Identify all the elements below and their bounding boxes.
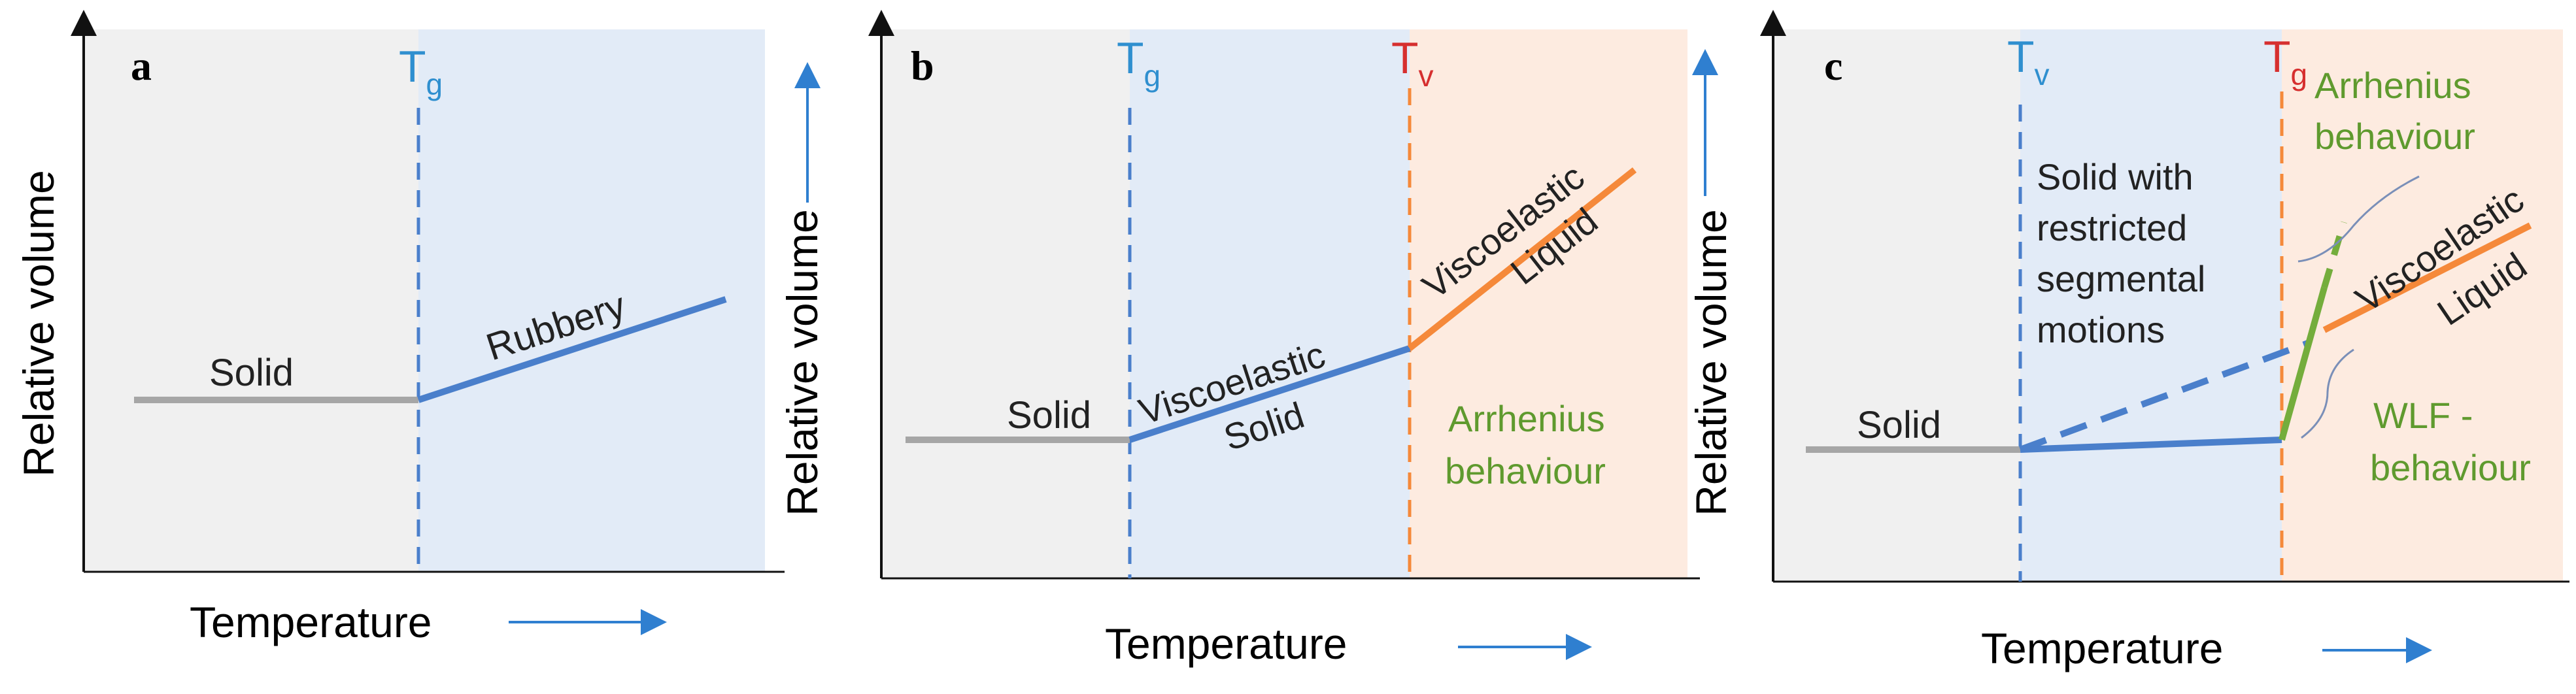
panel-a: a Tg Solid Rubbery Relative volume Tempe… bbox=[14, 10, 785, 646]
y-axis-label: Relative volume bbox=[14, 170, 63, 477]
region-label-line1: Solid with bbox=[2037, 156, 2194, 197]
wlf-behaviour-label: behaviour bbox=[2370, 447, 2531, 488]
region-label-line3: segmental bbox=[2037, 258, 2205, 299]
solid-region bbox=[881, 29, 1130, 578]
restricted-line bbox=[2020, 437, 2282, 453]
arrhenius-label: Arrhenius bbox=[2314, 65, 2471, 106]
tg-marker: Tg bbox=[1117, 33, 1161, 93]
extrapolated-dashed-line bbox=[2019, 340, 2309, 453]
arrhenius-green-dashed bbox=[2321, 221, 2347, 289]
region-label-line4: motions bbox=[2037, 309, 2165, 350]
solid-label: Solid bbox=[1007, 394, 1091, 437]
wlf-label: WLF - bbox=[2373, 395, 2473, 436]
arrhenius-behaviour-label: behaviour bbox=[2314, 116, 2475, 157]
region-label-line2: restricted bbox=[2037, 207, 2187, 248]
panel-letter: a bbox=[131, 42, 152, 89]
wlf-green-line bbox=[2279, 286, 2328, 441]
glass-region bbox=[2020, 29, 2282, 582]
wlf-brace bbox=[2301, 348, 2354, 439]
tg-marker: Tg bbox=[2263, 32, 2307, 91]
y-axis-label: Relative volume bbox=[1687, 209, 1735, 516]
y-axis-label: Relative volume bbox=[778, 209, 826, 516]
tv-marker: Tv bbox=[2007, 32, 2050, 91]
liquid-region bbox=[2282, 29, 2563, 582]
panel-letter: b bbox=[911, 42, 934, 89]
rubbery-line bbox=[417, 296, 727, 403]
tv-marker: Tv bbox=[1391, 33, 1434, 93]
x-axis-label: Temperature bbox=[190, 598, 432, 646]
viscoelastic-liquid-line bbox=[2322, 222, 2532, 333]
solid-label: Solid bbox=[209, 352, 294, 394]
x-axis-label: Temperature bbox=[1981, 624, 2224, 672]
solid-label: Solid bbox=[1857, 404, 1941, 446]
panel-c: c Tv Tg Solid Solid with restricted segm… bbox=[1687, 10, 2569, 672]
rubbery-region bbox=[418, 29, 765, 572]
arrhenius-brace bbox=[2297, 175, 2420, 263]
arrhenius-label: Arrhenius bbox=[1448, 398, 1605, 439]
viscoelastic-liquid-line bbox=[1407, 167, 1637, 351]
x-axis-label: Temperature bbox=[1105, 620, 1347, 668]
viscoelastic-solid-line bbox=[1128, 345, 1411, 443]
panel-b: Relative volume b Tg Tv Solid Viscoelast… bbox=[778, 10, 1700, 668]
solid-region bbox=[84, 29, 418, 572]
behaviour-label: behaviour bbox=[1445, 450, 1606, 491]
solid-region bbox=[1773, 29, 2020, 582]
tg-marker: Tg bbox=[399, 42, 443, 101]
glass-region bbox=[1130, 29, 1410, 578]
panel-letter: c bbox=[1824, 42, 1842, 89]
liquid-region bbox=[1410, 29, 1687, 578]
